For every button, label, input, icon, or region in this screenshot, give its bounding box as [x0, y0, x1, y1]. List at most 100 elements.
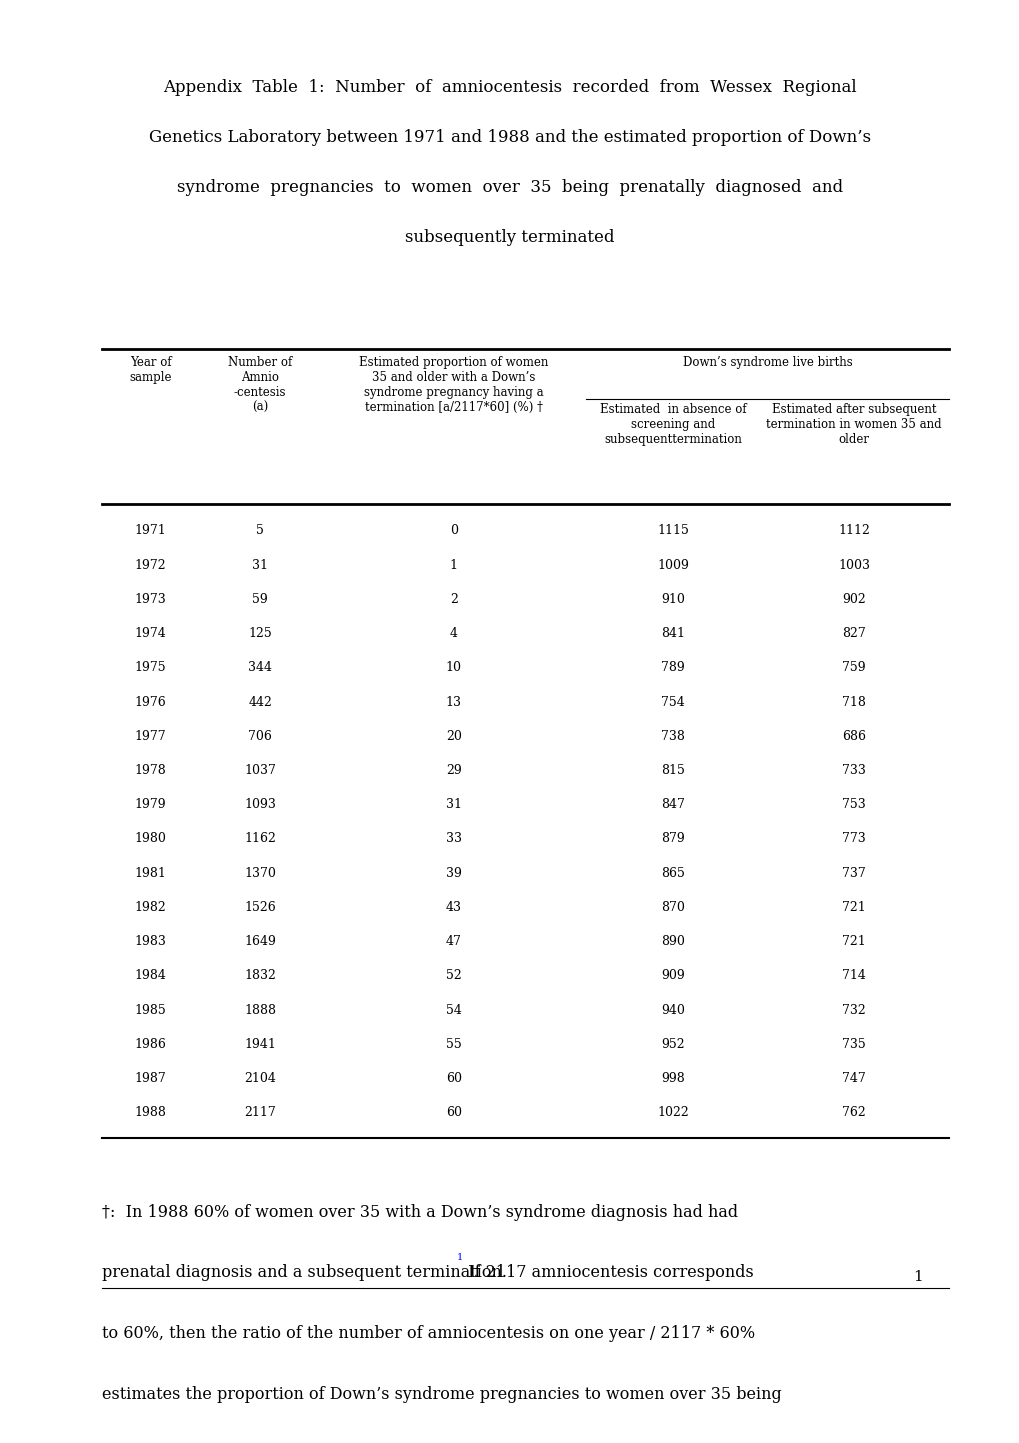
Text: 1971: 1971	[135, 524, 166, 537]
Text: 54: 54	[445, 1004, 462, 1017]
Text: 998: 998	[660, 1072, 685, 1085]
Text: syndrome  pregnancies  to  women  over  35  being  prenatally  diagnosed  and: syndrome pregnancies to women over 35 be…	[176, 179, 843, 196]
Text: 60: 60	[445, 1107, 462, 1120]
Text: 718: 718	[842, 696, 865, 709]
Text: 55: 55	[445, 1038, 462, 1051]
Text: 733: 733	[842, 763, 865, 776]
Text: Number of
Amnio
-centesis
(a): Number of Amnio -centesis (a)	[228, 355, 291, 414]
Text: 1009: 1009	[656, 558, 689, 571]
Text: 344: 344	[248, 661, 272, 674]
Text: 940: 940	[660, 1004, 685, 1017]
Text: 1941: 1941	[244, 1038, 276, 1051]
Text: Genetics Laboratory between 1971 and 1988 and the estimated proportion of Down’s: Genetics Laboratory between 1971 and 198…	[149, 128, 870, 146]
Text: 879: 879	[660, 833, 685, 846]
Text: 841: 841	[660, 628, 685, 641]
Text: 870: 870	[660, 900, 685, 913]
Text: 1988: 1988	[135, 1107, 166, 1120]
Text: 1982: 1982	[135, 900, 166, 913]
Text: 1888: 1888	[244, 1004, 276, 1017]
Text: 952: 952	[660, 1038, 685, 1051]
Text: 1162: 1162	[244, 833, 276, 846]
Text: prenatal diagnosis and a subsequent termination.: prenatal diagnosis and a subsequent term…	[102, 1264, 506, 1281]
Text: 1984: 1984	[135, 970, 166, 983]
Text: 29: 29	[445, 763, 462, 776]
Text: 721: 721	[842, 935, 865, 948]
Text: 732: 732	[842, 1004, 865, 1017]
Text: †:  In 1988 60% of women over 35 with a Down’s syndrome diagnosis had had: †: In 1988 60% of women over 35 with a D…	[102, 1203, 738, 1221]
Text: 1974: 1974	[135, 628, 166, 641]
Text: 1973: 1973	[135, 593, 166, 606]
Text: Estimated after subsequent
termination in women 35 and
older: Estimated after subsequent termination i…	[765, 403, 942, 446]
Text: Estimated  in absence of
screening and
subsequenttermination: Estimated in absence of screening and su…	[599, 403, 746, 446]
Text: 1112: 1112	[838, 524, 869, 537]
Text: 1: 1	[457, 1253, 463, 1261]
Text: to 60%, then the ratio of the number of amniocentesis on one year / 2117 * 60%: to 60%, then the ratio of the number of …	[102, 1325, 754, 1342]
Text: 759: 759	[842, 661, 865, 674]
Text: 686: 686	[842, 730, 865, 743]
Text: Estimated proportion of women
35 and older with a Down’s
syndrome pregnancy havi: Estimated proportion of women 35 and old…	[359, 355, 548, 414]
Text: 1975: 1975	[135, 661, 166, 674]
Text: 33: 33	[445, 833, 462, 846]
Text: 1978: 1978	[135, 763, 166, 776]
Text: 890: 890	[660, 935, 685, 948]
Text: estimates the proportion of Down’s syndrome pregnancies to women over 35 being: estimates the proportion of Down’s syndr…	[102, 1385, 781, 1403]
Text: 1832: 1832	[244, 970, 276, 983]
Text: Down’s syndrome live births: Down’s syndrome live births	[682, 355, 852, 368]
Text: 13: 13	[445, 696, 462, 709]
Text: 0: 0	[449, 524, 458, 537]
Text: 1980: 1980	[135, 833, 166, 846]
Text: 865: 865	[660, 867, 685, 880]
Text: 1370: 1370	[244, 867, 276, 880]
Text: subsequently terminated: subsequently terminated	[405, 229, 614, 247]
Text: 31: 31	[445, 798, 462, 811]
Text: 1983: 1983	[135, 935, 166, 948]
Text: 125: 125	[248, 628, 272, 641]
Text: 789: 789	[660, 661, 685, 674]
Text: 10: 10	[445, 661, 462, 674]
Text: 59: 59	[252, 593, 268, 606]
Text: 1: 1	[912, 1270, 922, 1284]
Text: 1987: 1987	[135, 1072, 166, 1085]
Text: 52: 52	[445, 970, 462, 983]
Text: 1022: 1022	[656, 1107, 689, 1120]
Text: 4: 4	[449, 628, 458, 641]
Text: 1979: 1979	[135, 798, 166, 811]
Text: If 2117 amniocentesis corresponds: If 2117 amniocentesis corresponds	[463, 1264, 753, 1281]
Text: 39: 39	[445, 867, 462, 880]
Text: 2117: 2117	[244, 1107, 276, 1120]
Text: 1977: 1977	[135, 730, 166, 743]
Text: 442: 442	[248, 696, 272, 709]
Text: 1981: 1981	[135, 867, 166, 880]
Text: 762: 762	[842, 1107, 865, 1120]
Text: 714: 714	[842, 970, 865, 983]
Text: 738: 738	[660, 730, 685, 743]
Text: 909: 909	[660, 970, 685, 983]
Text: 47: 47	[445, 935, 462, 948]
Text: 5: 5	[256, 524, 264, 537]
Text: 1037: 1037	[244, 763, 276, 776]
Text: 754: 754	[660, 696, 685, 709]
Text: 902: 902	[842, 593, 865, 606]
Text: 1976: 1976	[135, 696, 166, 709]
Text: 910: 910	[660, 593, 685, 606]
Text: 31: 31	[252, 558, 268, 571]
Text: 827: 827	[842, 628, 865, 641]
Text: 735: 735	[842, 1038, 865, 1051]
Text: 60: 60	[445, 1072, 462, 1085]
Text: 2104: 2104	[244, 1072, 276, 1085]
Text: 1003: 1003	[838, 558, 869, 571]
Text: 747: 747	[842, 1072, 865, 1085]
Text: 815: 815	[660, 763, 685, 776]
Text: 1972: 1972	[135, 558, 166, 571]
Text: 1: 1	[449, 558, 458, 571]
Text: 1985: 1985	[135, 1004, 166, 1017]
Text: 1093: 1093	[244, 798, 276, 811]
Text: 847: 847	[660, 798, 685, 811]
Text: 1115: 1115	[656, 524, 689, 537]
Text: Appendix  Table  1:  Number  of  amniocentesis  recorded  from  Wessex  Regional: Appendix Table 1: Number of amniocentesi…	[163, 79, 856, 97]
Text: 753: 753	[842, 798, 865, 811]
Text: Year of
sample: Year of sample	[129, 355, 171, 384]
Text: 1986: 1986	[135, 1038, 166, 1051]
Text: 1649: 1649	[244, 935, 276, 948]
Text: 20: 20	[445, 730, 462, 743]
